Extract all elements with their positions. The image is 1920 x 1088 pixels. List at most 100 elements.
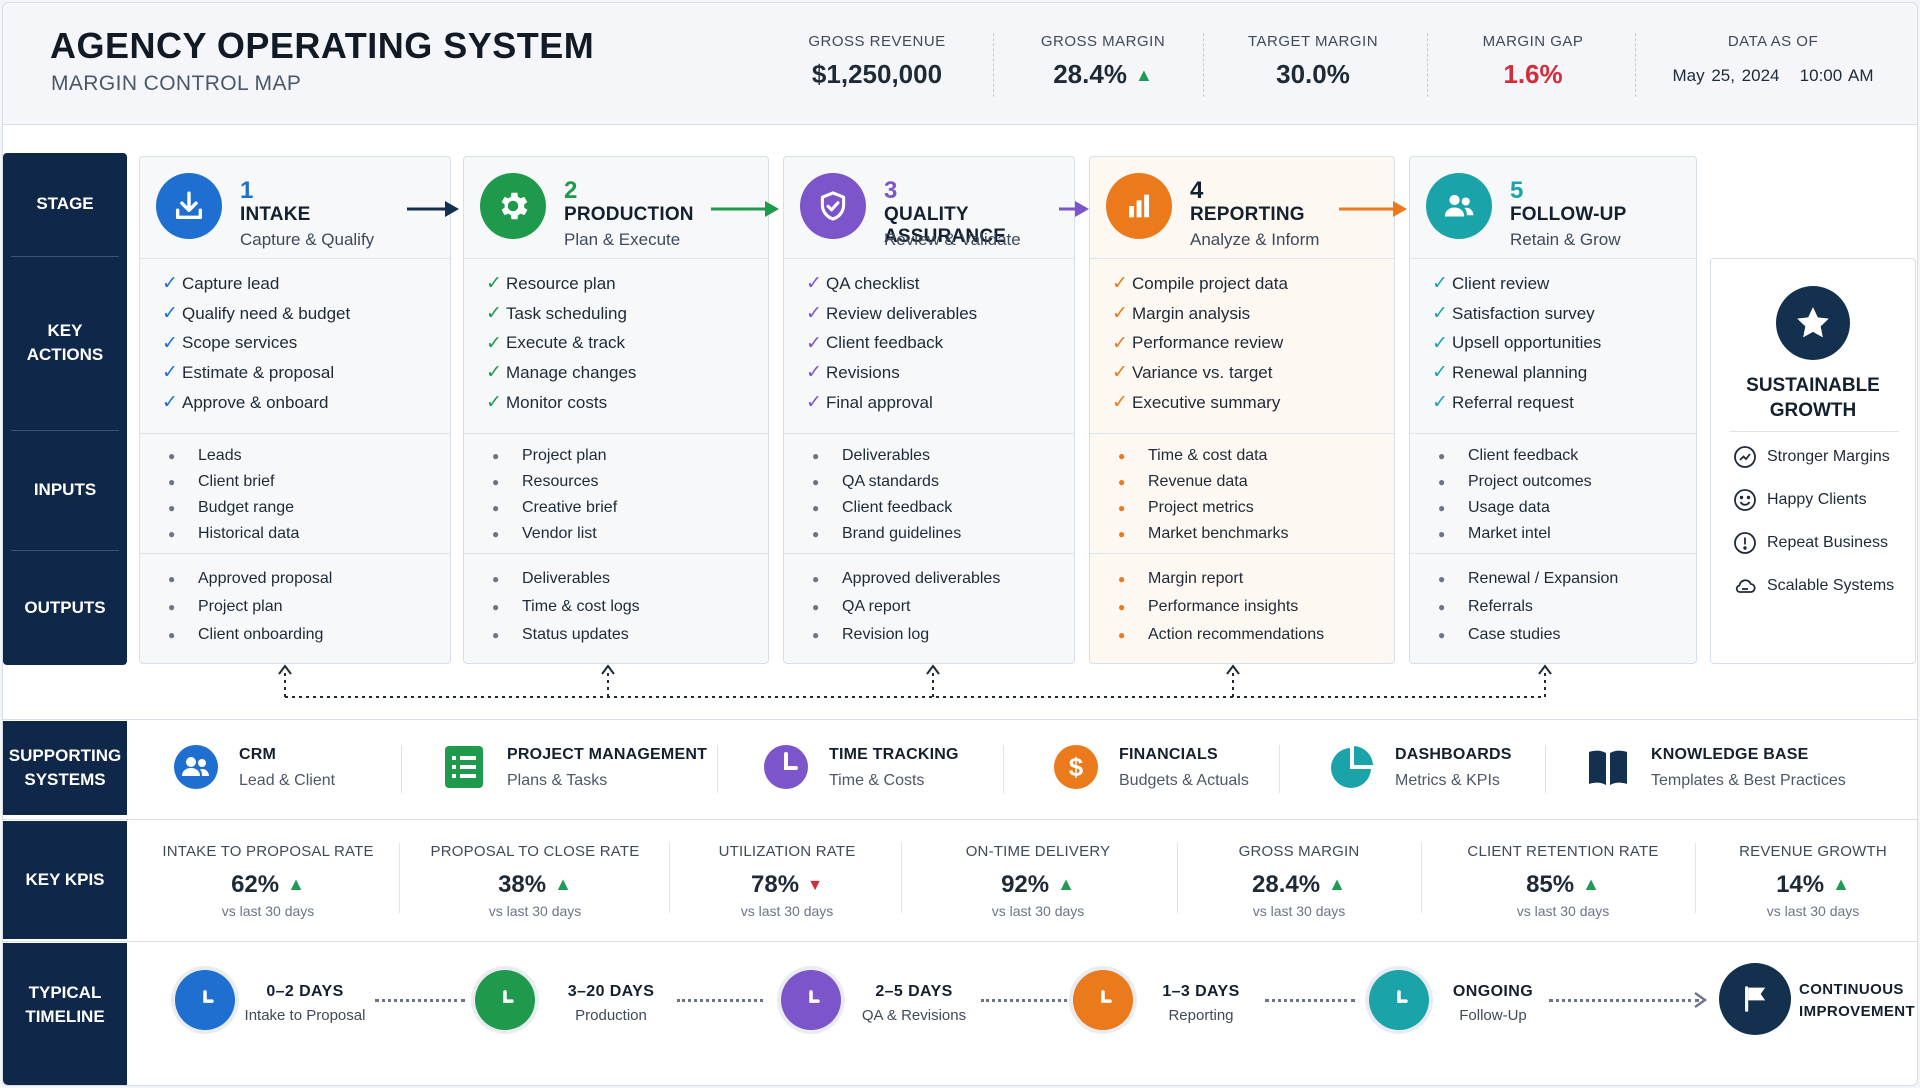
check-icon: ✓: [1112, 303, 1128, 325]
list-item: ✓ Task scheduling: [464, 299, 768, 329]
feedback-loop: [278, 664, 1552, 698]
list-item: ● Client feedback: [812, 499, 953, 516]
stage-quality-assurance: 3 QUALITY ASSURANCE Review & Validate ✓ Q…: [783, 156, 1075, 664]
trend-down-icon: ▼: [807, 877, 823, 894]
stage-subtitle: Review & Validate: [884, 230, 1021, 249]
inputs-list: ● Leads ● Client brief ● Budget range ● Hist…: [140, 443, 450, 547]
list-item: ● Leads: [168, 447, 242, 464]
list-item: ● Referrals: [1438, 598, 1533, 615]
list-item: ● Margin report: [1118, 570, 1244, 587]
list-item: ● Time & cost logs: [492, 598, 640, 615]
list-item: ● Performance insights: [1118, 598, 1299, 615]
list-item: ● Resources: [492, 473, 599, 490]
list-item: ● Deliverables: [812, 447, 931, 464]
continuous-improvement: CONTINUOUS IMPROVEMENT: [1799, 981, 1916, 1020]
page-title: AGENCY OPERATING SYSTEM: [50, 25, 595, 66]
list-item: ✓ Renewal planning: [1410, 358, 1696, 388]
list-item: ● QA standards: [812, 473, 939, 490]
list-item: ● Project metrics: [1118, 499, 1254, 516]
trend-up-icon: ▲: [1057, 874, 1075, 894]
stage-name: QUALITY ASSURANCE: [884, 204, 1007, 247]
check-icon: ✓: [162, 303, 178, 325]
list-item: ● Brand guidelines: [812, 525, 962, 542]
rail-stage: STAGE: [36, 194, 94, 213]
check-icon: ✓: [1432, 362, 1448, 384]
cloud-icon: [1735, 579, 1756, 593]
check-icon: ✓: [806, 392, 822, 414]
growth-item: Repeat Business: [1733, 528, 1888, 558]
check-icon: ✓: [1112, 392, 1128, 414]
metric-margin-gap: MARGIN GAP 1.6%: [1482, 33, 1584, 89]
list-icon: [441, 744, 487, 790]
list-item: ✓ Margin analysis: [1090, 299, 1394, 329]
list-item: ✓ Final approval: [784, 388, 1074, 418]
check-icon: ✓: [806, 362, 822, 384]
stage-name: REPORTING: [1190, 204, 1305, 225]
stage-number: 2: [564, 177, 578, 204]
smile-icon: [1734, 489, 1756, 511]
stage-subtitle: Retain & Grow: [1510, 230, 1621, 249]
trend-icon: [1734, 446, 1756, 468]
stage-production: 2 PRODUCTION Plan & Execute ✓ Resource pl…: [463, 156, 769, 664]
check-icon: ✓: [1112, 332, 1128, 354]
check-icon: ✓: [1432, 392, 1448, 414]
list-item: ● Approved proposal: [168, 570, 333, 587]
timeline-step: 2–5 DAYS QA & Revisions: [861, 983, 967, 1024]
list-item: ✓ Client review: [1410, 269, 1696, 299]
list-item: ✓ Scope services: [140, 328, 450, 358]
metric-gross-margin: GROSS MARGIN 28.4% ▲: [1040, 33, 1166, 89]
list-item: ✓ Resource plan: [464, 269, 768, 299]
trend-up-icon: ▲: [554, 874, 572, 894]
list-item: ● Usage data: [1438, 499, 1550, 516]
rail-key-kpis: KEY KPIS: [3, 821, 127, 939]
outputs-list: ● Approved deliverables ● QA report ● Revis…: [784, 565, 1074, 649]
stage-number: 4: [1190, 177, 1204, 204]
check-icon: ✓: [162, 362, 178, 384]
list-item: ● Approved deliverables: [812, 570, 1001, 587]
list-item: ● Revenue data: [1118, 473, 1248, 490]
list-item: ✓ Revisions: [784, 358, 1074, 388]
list-item: ✓ Executive summary: [1090, 388, 1394, 418]
list-item: ✓ QA checklist: [784, 269, 1074, 299]
list-item: ● Renewal / Expansion: [1438, 570, 1619, 587]
inputs-list: ● Deliverables ● QA standards ● Client feed…: [784, 443, 1074, 547]
trend-up-icon: ▲: [287, 874, 305, 894]
check-icon: ✓: [486, 273, 502, 295]
list-item: ● Budget range: [168, 499, 295, 516]
outputs-list: ● Approved proposal ● Project plan ● Client…: [140, 565, 450, 649]
list-item: ● Status updates: [492, 626, 629, 643]
clock-icon: [175, 970, 235, 1030]
metric-target-margin: TARGET MARGIN 30.0%: [1247, 33, 1379, 89]
clock-icon: [1369, 970, 1429, 1030]
system-knowledge-base: KNOWLEDGE BASE Templates & Best Practice…: [1585, 738, 1885, 798]
kpi-revenue-growth: REVENUE GROWTH 14% ▲ vs last 30 days: [1739, 843, 1887, 919]
kpi-utilization-rate: UTILIZATION RATE 78% ▼ vs last 30 days: [718, 843, 856, 919]
check-icon: ✓: [806, 303, 822, 325]
download-icon: [156, 173, 222, 239]
list-item: ✓ Variance vs. target: [1090, 358, 1394, 388]
clock-icon: [475, 970, 535, 1030]
outputs-list: ● Deliverables ● Time & cost logs ● Status …: [464, 565, 768, 649]
star-icon: [1776, 286, 1850, 360]
growth-item: Stronger Margins: [1733, 442, 1890, 472]
users-icon: [1426, 173, 1492, 239]
check-icon: ✓: [806, 273, 822, 295]
rail-outputs: OUTPUTS: [24, 598, 106, 617]
stage-header: 5 FOLLOW-UP Retain & Grow: [1410, 157, 1696, 259]
check-icon: ✓: [1112, 362, 1128, 384]
stage-number: 1: [240, 177, 254, 204]
stage-subtitle: Plan & Execute: [564, 230, 681, 249]
stage-name: PRODUCTION: [564, 204, 694, 225]
check-icon: ✓: [486, 362, 502, 384]
list-item: ● Project plan: [492, 447, 607, 464]
list-item: ✓ Referral request: [1410, 388, 1696, 418]
users-icon: [173, 744, 219, 790]
trend-up-icon: ▲: [1832, 874, 1850, 894]
stage-header: 4 REPORTING Analyze & Inform: [1090, 157, 1394, 259]
pie-icon: [1329, 744, 1375, 790]
list-item: ● Client onboarding: [168, 626, 324, 643]
timeline-step: 0–2 DAYS Intake to Proposal: [244, 983, 366, 1024]
bar-chart-icon: [1106, 173, 1172, 239]
metric-data-as-of: DATA AS OF May 25, 2024 10:00 AM: [1672, 33, 1874, 85]
inputs-list: ● Project plan ● Resources ● Creative brief…: [464, 443, 768, 547]
